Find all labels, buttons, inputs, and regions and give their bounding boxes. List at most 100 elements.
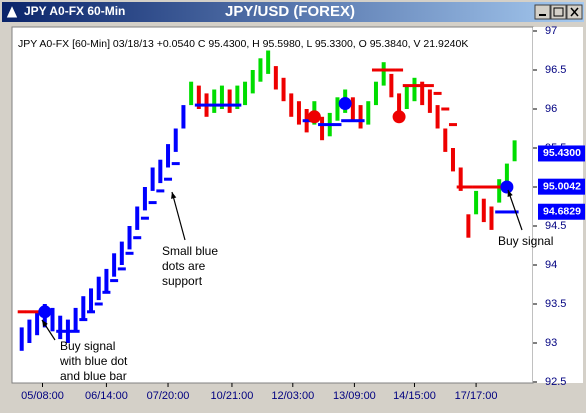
x-tick-label: 10/21:00 [211,390,254,402]
price-tag [538,178,585,195]
support-dot [117,267,126,271]
minimize-button[interactable] [534,4,551,20]
resistance-dot [479,185,488,189]
plot-area [11,26,534,384]
price-bar [397,93,402,117]
price-bar [189,81,194,106]
price-bar [389,73,394,98]
x-tick-label: 14/15:00 [393,390,436,402]
resistance-dot [17,310,26,314]
price-bar [296,101,301,125]
window-title: JPY A0-FX 60-Min [24,4,125,18]
resistance-dot [425,84,434,88]
price-bar [420,81,425,106]
x-tick-label: 17/17:00 [455,390,498,402]
annotation: and blue bar [60,369,127,383]
price-bar [281,77,286,102]
support-dot [125,251,134,255]
support-dot [495,210,504,214]
price-bar [373,81,378,106]
support-dot [140,216,149,220]
support-dot [94,302,103,306]
signal-dot [338,97,352,111]
annotation: Small blue [162,244,218,258]
price-bar [381,62,386,86]
price-bar [73,307,78,332]
price-bar [435,105,440,129]
support-dot [502,210,511,214]
price-bar [466,214,471,238]
support-dot [156,189,165,193]
annotation: with blue dot [59,354,128,368]
price-bar [112,253,117,277]
price-bar [427,89,432,113]
window-buttons[interactable] [534,4,583,20]
resistance-dot [395,68,404,72]
price-bar [350,97,355,121]
resistance-dot [456,185,465,189]
support-dot [348,119,357,123]
price-bar [358,105,363,129]
resistance-dot [410,84,419,88]
annotation: Buy signal [498,234,553,248]
price-bar [35,311,40,336]
price-bar [474,190,479,215]
support-dot [102,290,111,294]
price-bar [320,116,325,141]
annotation: support [162,274,203,288]
support-dot [194,103,203,107]
price-bar [150,167,155,191]
price-tag-label: 95.0042 [543,180,581,192]
price-bar [50,307,55,332]
price-bar [181,105,186,129]
minimize-icon [539,14,546,16]
resistance-dot [371,68,380,72]
price-bar [273,66,278,90]
support-dot [171,162,180,166]
price-bar [497,179,502,203]
support-dot [318,123,327,127]
price-bar [19,327,24,351]
title-bar [2,2,584,22]
price-bar [404,85,409,109]
resistance-dot [25,310,34,314]
price-bar [119,241,124,265]
support-dot [148,201,157,205]
app-icon [5,3,19,19]
price-bar [219,85,224,109]
resistance-dot [448,123,457,127]
price-bar [196,85,201,109]
resistance-dot [402,84,411,88]
support-dot [210,103,219,107]
price-bar [489,206,494,230]
annotation: Buy signal [60,339,115,353]
support-dot [71,329,80,333]
support-dot [225,103,234,107]
price-bar [58,315,63,340]
price-bar [258,58,263,82]
support-dot [233,103,242,107]
resistance-dot [464,185,473,189]
price-bar [166,144,171,168]
resistance-dot [495,185,504,189]
x-tick-label: 06/14:00 [85,390,128,402]
arrow-head [42,320,48,327]
price-bar [158,159,163,184]
signal-dot [500,180,514,194]
maximize-button[interactable] [550,4,567,20]
maximize-icon [553,7,564,17]
y-tick-label: 94.5 [545,220,566,232]
price-bar [81,296,86,320]
y-tick-label: 93.5 [545,298,566,310]
arrow-head [171,192,177,199]
price-bar [89,288,94,312]
signal-dot [38,305,52,319]
support-dot [333,123,342,127]
arrow-head [507,190,513,197]
support-dot [133,236,142,240]
support-dot [56,329,65,333]
support-dot [302,119,311,123]
y-tick-label: 96.5 [545,64,566,76]
price-bar [366,101,371,125]
annotation-arrow [507,189,523,231]
